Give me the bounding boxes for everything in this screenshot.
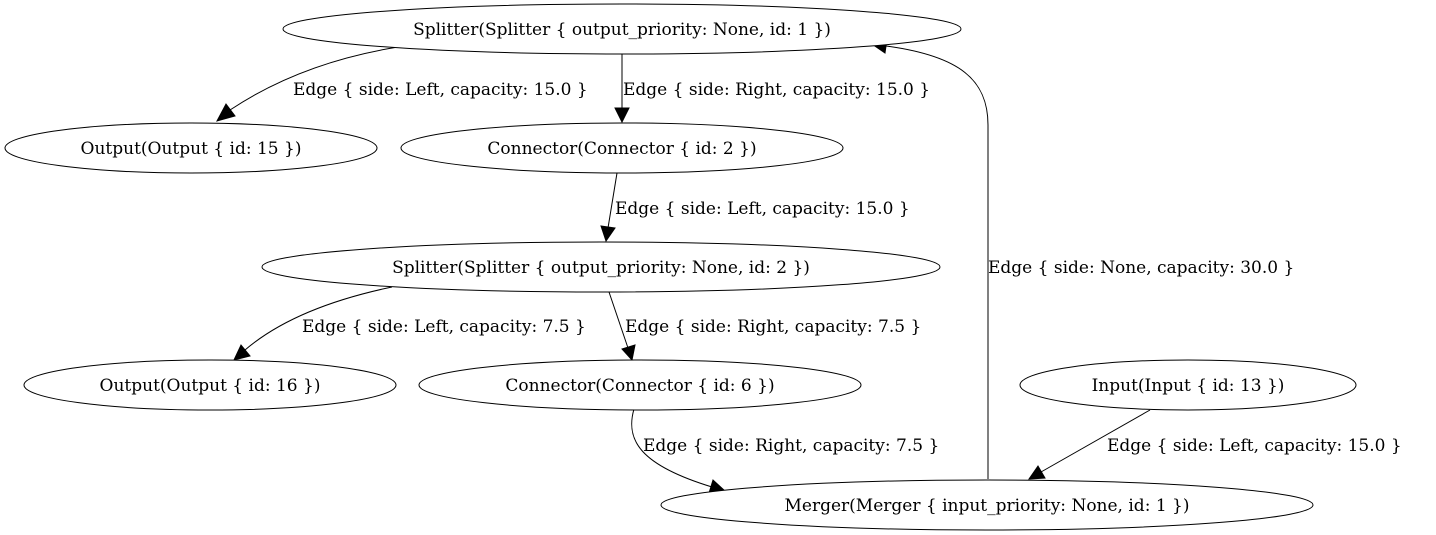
node-connector-2: Connector(Connector { id: 2 })	[400, 122, 844, 174]
edge-label: Edge { side: Left, capacity: 15.0 }	[293, 80, 588, 100]
edge-label: Edge { side: Left, capacity: 15.0 }	[615, 199, 910, 219]
node-label: Output(Output { id: 16 })	[100, 376, 321, 396]
edge-splitter1-connector2: Edge { side: Right, capacity: 15.0 }	[614, 54, 930, 124]
node-output-15: Output(Output { id: 15 })	[4, 122, 378, 174]
edge-splitter2-connector6: Edge { side: Right, capacity: 7.5 }	[608, 291, 921, 362]
edge-label: Edge { side: Left, capacity: 7.5 }	[302, 317, 586, 337]
node-label: Input(Input { id: 13 })	[1092, 376, 1285, 396]
edge-connector2-splitter2: Edge { side: Left, capacity: 15.0 }	[600, 172, 910, 243]
node-label: Splitter(Splitter { output_priority: Non…	[413, 20, 831, 40]
edge-connector6-merger1: Edge { side: Right, capacity: 7.5 }	[631, 408, 939, 494]
node-label: Splitter(Splitter { output_priority: Non…	[392, 258, 810, 278]
node-input-13: Input(Input { id: 13 })	[1019, 359, 1357, 411]
node-connector-6: Connector(Connector { id: 6 })	[418, 359, 862, 411]
node-label: Connector(Connector { id: 2 })	[487, 139, 756, 159]
node-merger-1: Merger(Merger { input_priority: None, id…	[660, 479, 1314, 531]
node-label: Merger(Merger { input_priority: None, id…	[785, 496, 1190, 516]
node-splitter-2: Splitter(Splitter { output_priority: Non…	[261, 241, 941, 293]
node-label: Output(Output { id: 15 })	[81, 139, 302, 159]
node-splitter-1: Splitter(Splitter { output_priority: Non…	[282, 3, 962, 55]
edge-label: Edge { side: Right, capacity: 7.5 }	[625, 317, 921, 337]
edge-label: Edge { side: Right, capacity: 7.5 }	[643, 436, 939, 456]
edge-splitter1-output15: Edge { side: Left, capacity: 15.0 }	[216, 46, 588, 122]
edge-label: Edge { side: None, capacity: 30.0 }	[988, 258, 1294, 278]
edge-splitter2-output16: Edge { side: Left, capacity: 7.5 }	[233, 286, 586, 361]
node-label: Connector(Connector { id: 6 })	[505, 376, 774, 396]
edge-input13-merger1: Edge { side: Left, capacity: 15.0 }	[1028, 409, 1402, 480]
node-output-16: Output(Output { id: 16 })	[23, 359, 397, 411]
edge-label: Edge { side: Left, capacity: 15.0 }	[1107, 436, 1402, 456]
edge-label: Edge { side: Right, capacity: 15.0 }	[623, 80, 930, 100]
edge-merger1-splitter1: Edge { side: None, capacity: 30.0 }	[870, 38, 1294, 479]
